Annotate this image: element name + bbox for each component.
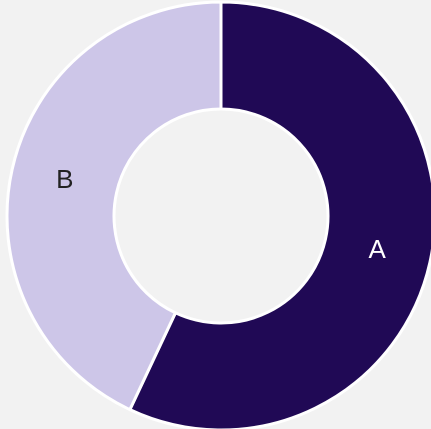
slice — [128, 0, 431, 429]
slice — [5, 0, 223, 412]
slice-label: A — [368, 234, 386, 264]
slice-label: B — [56, 164, 73, 194]
